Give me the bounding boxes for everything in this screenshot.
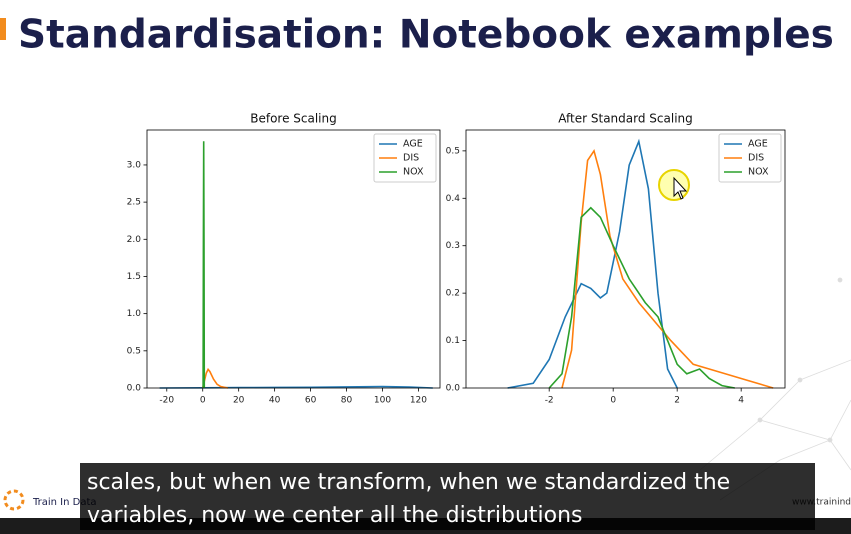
x-tick-label: 100: [374, 396, 391, 406]
x-tick-label: -20: [159, 396, 174, 406]
slide-title: Standardisation: Notebook examples: [18, 13, 834, 58]
legend-box: [373, 133, 437, 183]
kde-line: [202, 141, 206, 389]
legend: AGE DIS NOX: [373, 133, 437, 183]
legend-label: AGE: [748, 139, 768, 150]
kde-line: [548, 206, 735, 389]
title-accent: [0, 18, 6, 40]
charts: Before Scaling-20 0 20 40 60 80 100 1200.00.51.…: [127, 112, 786, 406]
y-tick-label: 1.5: [127, 272, 141, 282]
y-tick-label: 3.0: [127, 160, 142, 170]
x-tick-label: 0: [200, 396, 206, 406]
caption-line: scales, but when we transform, when we s…: [87, 470, 730, 495]
legend: AGE DIS NOX: [718, 133, 782, 183]
kde-line: [561, 148, 774, 389]
y-tick-label: 0.5: [446, 146, 460, 156]
legend-label: DIS: [748, 153, 764, 164]
x-tick-label: 120: [410, 396, 427, 406]
x-tick-label: 80: [341, 396, 353, 406]
logo-text: Train In Data: [32, 497, 97, 508]
plot-frame: [146, 129, 441, 389]
url: www.trainind: [792, 498, 851, 508]
legend-label: NOX: [748, 167, 769, 178]
caption-line: variables, now we center all the distrib…: [87, 503, 583, 528]
legend-label: DIS: [403, 153, 419, 164]
y-tick-label: 2.0: [127, 235, 142, 245]
x-tick-label: 40: [269, 396, 281, 406]
logo: Train In Data: [3, 489, 97, 511]
legend-label: NOX: [403, 167, 424, 178]
x-tick-label: 20: [233, 396, 245, 406]
y-tick-label: 0.0: [127, 384, 142, 394]
kde-line: [201, 367, 229, 389]
decoration: [699, 277, 851, 501]
chart-title: After Standard Scaling: [558, 112, 693, 126]
chart-title: Before Scaling: [250, 112, 337, 126]
y-tick-label: 2.5: [127, 198, 141, 208]
x-tick-label: 0: [610, 396, 616, 406]
x-tick-label: 60: [305, 396, 317, 406]
y-tick-label: 0.4: [446, 194, 461, 204]
cursor: [673, 176, 688, 200]
y-tick-label: 0.1: [446, 336, 460, 346]
legend-box: [718, 133, 782, 183]
x-tick-label: -2: [545, 396, 554, 406]
x-tick-label: 2: [674, 396, 680, 406]
caption-box: [80, 463, 815, 530]
y-tick-label: 1.0: [127, 309, 142, 319]
legend-label: AGE: [403, 139, 423, 150]
y-tick-label: 0.5: [127, 346, 141, 356]
y-tick-label: 0.3: [446, 241, 460, 251]
plot-frame: [465, 129, 786, 389]
kde-line: [507, 138, 678, 389]
y-tick-label: 0.2: [446, 289, 460, 299]
y-tick-label: 0.0: [446, 384, 461, 394]
x-tick-label: 4: [738, 396, 744, 406]
